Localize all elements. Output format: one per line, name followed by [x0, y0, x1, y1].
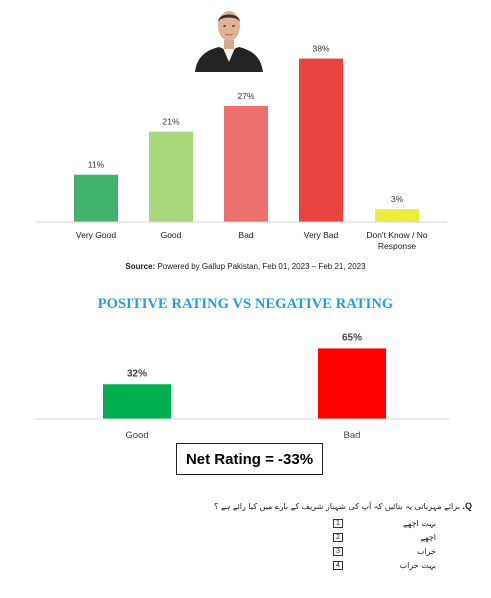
source-label: Source:	[125, 262, 156, 271]
option-text: اچھے	[420, 533, 436, 542]
category-label: Bad	[238, 230, 253, 240]
survey-question: Q. برائے مہربانی یہ بتائیں کہ آپ کی شہبا…	[12, 501, 472, 511]
option-text: بہت خراب	[399, 561, 436, 570]
chart-bar	[149, 131, 193, 222]
answer-option: 2 اچھے	[0, 533, 491, 543]
person-portrait-icon	[193, 4, 265, 72]
answer-option: 3 خراب	[0, 547, 491, 557]
chart-bar	[103, 384, 171, 419]
option-text: بہت اچھے	[403, 519, 436, 528]
source-line: Source: Powered by Gallup Pakistan, Feb …	[0, 262, 491, 271]
chart-bar	[299, 58, 343, 222]
data-label: 65%	[342, 332, 362, 343]
category-label: Very Bad	[304, 230, 339, 240]
data-label: 32%	[127, 368, 147, 379]
net-rating-box: Net Rating = -33%	[176, 443, 323, 475]
option-number: 1	[333, 519, 343, 528]
option-number: 2	[333, 533, 343, 542]
data-label: 21%	[162, 117, 179, 127]
question-text: برائے مہربانی یہ بتائیں کہ آپ کی شہباز ش…	[214, 502, 460, 511]
question-label: Q.	[462, 501, 472, 511]
data-label: 3%	[391, 194, 404, 204]
chart-bar	[224, 105, 268, 222]
positive-negative-chart: 32% Good 65% Bad	[34, 332, 450, 441]
category-label: Response	[378, 241, 417, 251]
data-label: 11%	[88, 160, 105, 170]
source-text: Powered by Gallup Pakistan, Feb 01, 2023…	[157, 262, 366, 271]
answer-option: 4 بہت خراب	[0, 561, 491, 571]
chart-bar	[74, 174, 118, 222]
chart-bar	[375, 209, 419, 222]
chart-bar	[318, 348, 386, 419]
data-label: 38%	[312, 44, 329, 54]
section-title: POSITIVE RATING VS NEGATIVE RATING	[97, 296, 394, 312]
category-label: Good	[161, 230, 182, 240]
data-label: 27%	[237, 91, 254, 101]
option-number: 3	[333, 547, 343, 556]
rating-distribution-chart: 11% Very Good 21% Good 27% Bad 38% Very Bad 3% Do…	[36, 44, 447, 251]
category-label: Good	[125, 430, 148, 441]
category-label: Don't Know / No	[366, 230, 427, 240]
category-label: Very Good	[76, 230, 116, 240]
option-number: 4	[333, 561, 343, 570]
answer-option: 1 بہت اچھے	[0, 519, 491, 529]
option-text: خراب	[416, 547, 436, 556]
category-label: Bad	[344, 430, 361, 441]
